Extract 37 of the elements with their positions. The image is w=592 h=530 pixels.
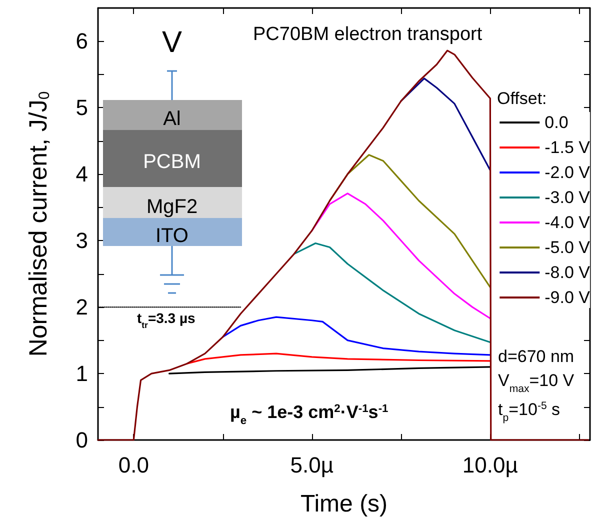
legend-label: -2.0 V xyxy=(544,163,591,182)
annotation: PCBM xyxy=(143,151,201,173)
line-series xyxy=(186,352,491,364)
legend-label: -9.0 V xyxy=(544,288,591,307)
y-axis-title: Normalised current, J/J0 xyxy=(24,91,53,357)
legend-label: -1.5 V xyxy=(544,138,591,157)
annotation: t$_{tr}$=3.3 µs xyxy=(137,310,196,330)
legend-title: Offset: xyxy=(497,89,547,108)
x-axis-title: Time (s) xyxy=(300,490,388,518)
legend-label: -4.0 V xyxy=(544,213,591,232)
line-series xyxy=(168,366,491,374)
line-series xyxy=(311,192,491,320)
x-tick-label: 10.0µ xyxy=(462,452,518,478)
y-tick-label: 1 xyxy=(76,361,88,386)
annotation: V$_{max}$=10 V xyxy=(498,371,575,395)
y-tick-label: 2 xyxy=(76,294,88,320)
x-tick-label: 0.0 xyxy=(118,452,149,478)
legend-label: 0.0 xyxy=(544,113,568,132)
y-tick-label: 0 xyxy=(76,428,88,452)
text: PC70BM electron transport xyxy=(253,24,483,45)
annotation: V xyxy=(162,26,182,59)
y-tick-label: 5 xyxy=(76,95,88,120)
annotation: t$_{p}$=10$^{-5}$ s xyxy=(498,400,560,424)
y-tick-label: 6 xyxy=(76,28,88,54)
annotation: ITO xyxy=(156,225,188,247)
annotation: Al xyxy=(163,108,181,130)
y-tick-label: 4 xyxy=(76,162,88,187)
legend-label: -3.0 V xyxy=(544,188,591,207)
legend-label: -5.0 V xyxy=(544,238,591,257)
line-series xyxy=(222,316,491,356)
x-tick-label: 5.0µ xyxy=(290,452,334,478)
annotation: d=670 nm xyxy=(498,347,574,366)
legend-label: -8.0 V xyxy=(544,263,591,282)
annotation: µ$_{e}$ ~ 1e-3 cm$^{2}$·V$^{-1}$s$^{-1}$ xyxy=(230,402,388,427)
line-series xyxy=(293,242,491,344)
y-tick-label: 3 xyxy=(76,228,88,254)
annotation: MgF2 xyxy=(146,196,198,218)
